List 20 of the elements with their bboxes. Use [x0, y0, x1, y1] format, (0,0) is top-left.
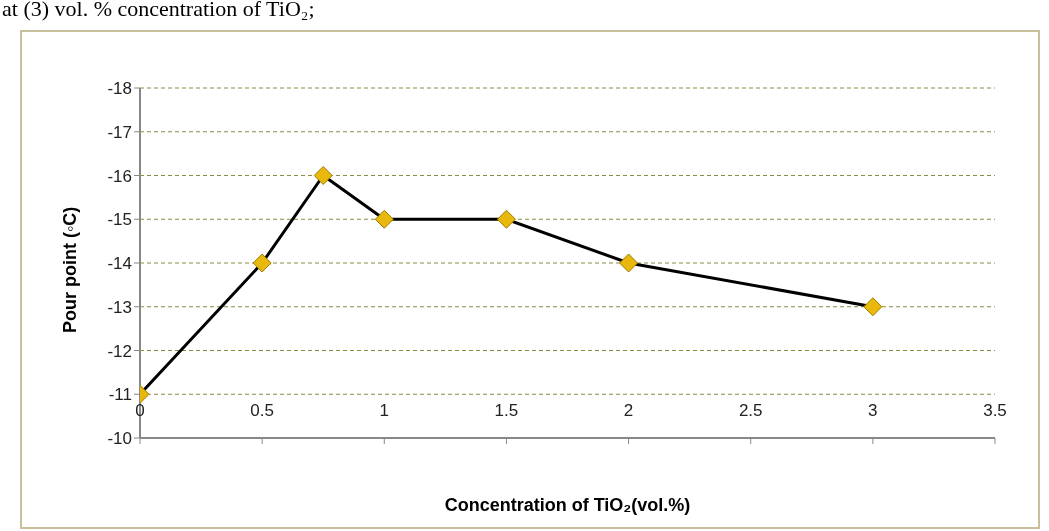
x-tick-label: 2	[623, 401, 634, 420]
y-tick-label: -10	[107, 429, 132, 449]
y-tick-label: -12	[107, 341, 132, 361]
y-tick-label: -11	[108, 385, 132, 405]
text: at (3) vol. % concentration of TiO₂;	[2, 0, 315, 22]
y-tick-label: -13	[107, 297, 132, 317]
x-tick-label: 1.5	[494, 401, 519, 420]
y-tick-label: -16	[107, 166, 132, 186]
y-tick-label: -14	[107, 254, 132, 274]
x-axis-title: Concentration of TiO₂(vol.%)	[444, 494, 691, 515]
y-axis-title: Pour point (◦C)	[60, 206, 81, 333]
x-tick-label: 3.5	[983, 401, 1007, 420]
x-tick-label: 0	[135, 401, 145, 420]
x-tick-label: 3	[868, 401, 878, 420]
y-tick-label: -18	[107, 79, 132, 99]
y-tick-label: -15	[107, 210, 132, 230]
y-tick-label: -17	[107, 122, 132, 142]
x-tick-label: 2.5	[738, 401, 763, 420]
x-tick-label: 1	[379, 401, 390, 420]
x-tick-label: 0.5	[250, 401, 274, 420]
